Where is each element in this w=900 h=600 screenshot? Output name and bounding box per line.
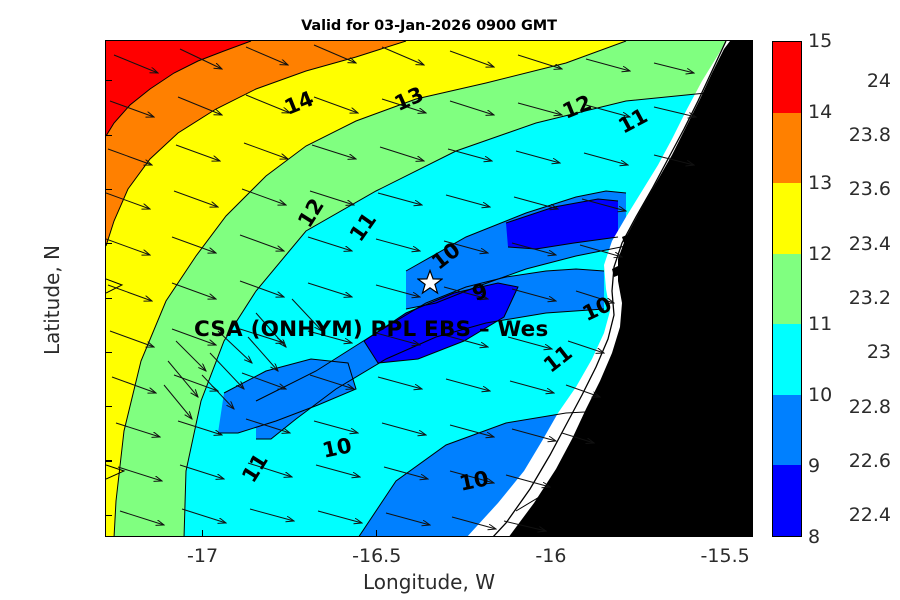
y-axis-tick-mark [105,460,112,462]
colorbar-tick-label: 10 [808,384,833,407]
colorbar-tick-label: 13 [808,171,833,194]
colorbar-band [773,112,801,184]
x-axis-tick-label: -15.5 [700,545,750,567]
colorbar-tick-label: 12 [808,242,833,265]
x-axis-tick-mark [202,530,204,537]
x-axis-tick-label: -17 [187,545,219,567]
x-axis-label: Longitude, W [363,570,495,594]
colorbar[interactable] [772,41,802,537]
colorbar-tick-label: 14 [808,100,833,123]
y-axis-tick-mark [105,188,112,191]
y-axis-tick-label: 22.6 [848,449,891,472]
contour-map-svg [106,41,752,536]
y-axis-tick-mark [105,351,112,353]
colorbar-tick-label: 11 [808,313,833,336]
y-axis-tick-mark [105,514,112,516]
colorbar-band [773,42,801,113]
y-axis-tick-label: 23 [866,341,891,364]
y-axis-tick-label: 23.8 [848,124,891,147]
y-axis-tick-mark [105,406,112,408]
y-axis-tick-label: 22.4 [848,504,891,527]
x-axis-tick-mark [376,530,378,537]
y-axis-tick-label: 22.8 [848,395,891,418]
colorbar-band [773,183,801,254]
x-axis-tick-label: -16 [535,545,567,567]
y-axis-tick-label: 23.4 [848,232,891,255]
y-axis-tick-mark [105,297,112,299]
y-axis-label: Latitude, N [40,245,64,355]
y-axis-tick-label: 24 [866,69,891,92]
page-title: Valid for 03-Jan-2026 0900 GMT [301,18,557,34]
y-axis-tick-mark [105,243,112,245]
y-axis-tick-label: 23.2 [848,287,891,309]
colorbar-band [773,465,801,536]
colorbar-tick-label: 15 [808,30,833,52]
y-axis-tick-label: 23.6 [848,178,891,201]
map-plot-area[interactable]: 141312111211109910111011109 CSA (ONHYM) … [105,40,753,537]
x-axis-tick-mark [724,530,726,537]
x-axis-tick-mark [550,530,552,537]
colorbar-band [773,253,801,325]
colorbar-band [773,394,801,466]
colorbar-band [773,324,801,395]
star-marker-icon[interactable] [417,269,443,295]
colorbar-tick-label: 9 [808,455,821,478]
site-annotation-label: CSA (ONHYM) PPL EBS – Wes [194,317,549,342]
y-axis-tick-mark [105,80,112,82]
x-axis-tick-label: -16.5 [352,545,402,567]
y-axis-tick-mark [105,134,112,136]
colorbar-tick-label: 8 [808,526,821,548]
